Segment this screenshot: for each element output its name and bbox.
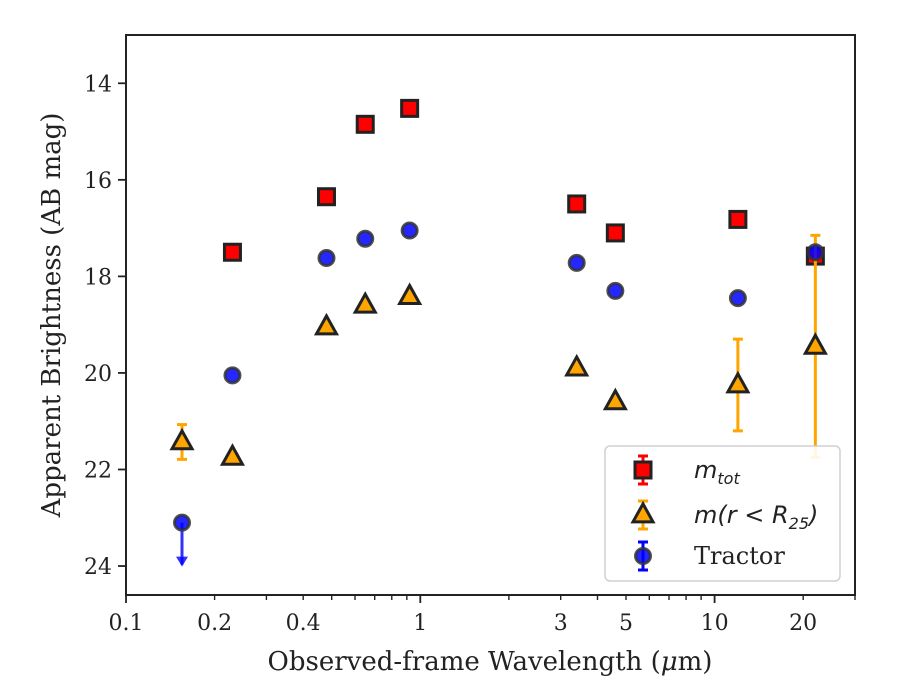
legend-marker-mr25 <box>630 500 656 524</box>
y-tick-label: 18 <box>84 265 112 290</box>
y-axis-ticks: 14 16 18 20 22 24 <box>84 72 126 580</box>
legend-marker-mtot <box>633 460 653 480</box>
mtot-point <box>728 209 748 229</box>
legend-label-tractor: Tractor <box>694 542 785 570</box>
mtot-point <box>222 242 242 262</box>
mr25-point <box>725 370 751 394</box>
x-tick-label: 0.4 <box>286 611 321 636</box>
x-tick-label: 3 <box>554 611 568 636</box>
tractor-point <box>317 249 336 268</box>
tractor-point <box>173 513 192 532</box>
plot-frame <box>125 34 856 596</box>
mtot-point <box>316 187 336 207</box>
y-tick-label: 20 <box>84 362 112 387</box>
tractor-point <box>728 289 747 308</box>
series-mtot <box>222 98 825 266</box>
tractor-point <box>606 281 625 300</box>
mtot-point <box>605 223 625 243</box>
legend-marker-tractor <box>634 547 652 565</box>
mtot-point <box>355 114 375 134</box>
mr25-point <box>169 427 195 451</box>
tractor-point <box>356 229 375 248</box>
y-tick-label: 24 <box>84 555 112 580</box>
tractor-point <box>567 253 586 272</box>
series-tractor <box>173 221 825 567</box>
mr25-point <box>564 353 590 377</box>
y-tick-label: 16 <box>84 169 112 194</box>
x-tick-label: 10 <box>701 611 729 636</box>
mr25-point <box>219 443 246 466</box>
mr25-point <box>352 291 378 314</box>
mr25-point <box>313 312 340 336</box>
x-tick-label: 1 <box>413 611 427 636</box>
series-mr25 <box>169 233 828 466</box>
legend-label-mr25: m(r < R25) <box>694 501 818 533</box>
mtot-point <box>567 194 587 214</box>
mr25-point <box>802 332 828 355</box>
mtot-point <box>400 98 420 118</box>
x-axis-ticks: 0.1 0.2 0.4 1 3 5 10 20 <box>109 595 856 636</box>
legend-box <box>604 445 841 582</box>
y-tick-label: 14 <box>84 72 112 97</box>
x-tick-label: 0.1 <box>109 611 144 636</box>
x-tick-label: 20 <box>789 611 817 636</box>
y-tick-label: 22 <box>84 458 112 483</box>
data-marks <box>169 98 828 567</box>
upper-limit-arrow-head <box>176 556 189 567</box>
tractor-point <box>806 243 825 262</box>
legend-label-mtot: mtot <box>694 456 740 488</box>
y-axis-title: Apparent Brightness (AB mag) <box>37 113 67 519</box>
mr25-point <box>397 282 423 305</box>
x-axis-title: Observed-frame Wavelength (μm) <box>268 647 713 677</box>
tractor-point <box>223 366 242 385</box>
mr25-point <box>602 387 628 411</box>
x-tick-label: 5 <box>619 611 633 636</box>
x-tick-label: 0.2 <box>197 611 232 636</box>
x-axis-title-mu: μ <box>661 647 678 677</box>
legend: mtot m(r < R25) Tractor <box>604 445 841 582</box>
tractor-point <box>400 221 419 240</box>
